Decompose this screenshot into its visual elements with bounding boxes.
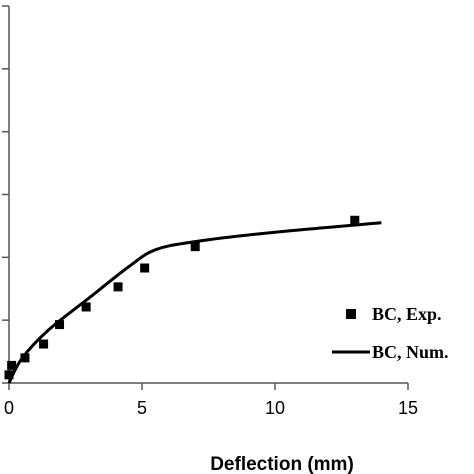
- data-point: [140, 263, 150, 273]
- chart-legend: BC, Exp. BC, Num.: [332, 304, 449, 362]
- legend-label: BC, Exp.: [372, 304, 442, 324]
- x-axis-title: Deflection (mm): [210, 454, 354, 474]
- data-point: [113, 282, 123, 292]
- series-line-bc-num-: [7, 221, 382, 384]
- x-tick-labels: 0 5 10 15: [4, 398, 418, 418]
- legend-marker-square: [346, 309, 356, 319]
- x-tick-label: 5: [137, 398, 147, 418]
- data-point: [4, 370, 14, 380]
- data-point: [350, 215, 360, 225]
- x-tick-label: 0: [4, 398, 14, 418]
- data-point: [20, 353, 30, 363]
- x-tick-label: 15: [398, 398, 418, 418]
- series-line-group: [7, 221, 382, 384]
- series-points-group: [4, 215, 360, 380]
- data-point: [7, 360, 17, 370]
- legend-label: BC, Num.: [372, 342, 449, 362]
- data-point: [39, 339, 49, 349]
- data-point: [81, 302, 91, 312]
- data-point: [190, 242, 200, 252]
- chart-axes: [2, 5, 409, 390]
- x-tick-label: 10: [265, 398, 285, 418]
- data-point: [55, 320, 65, 330]
